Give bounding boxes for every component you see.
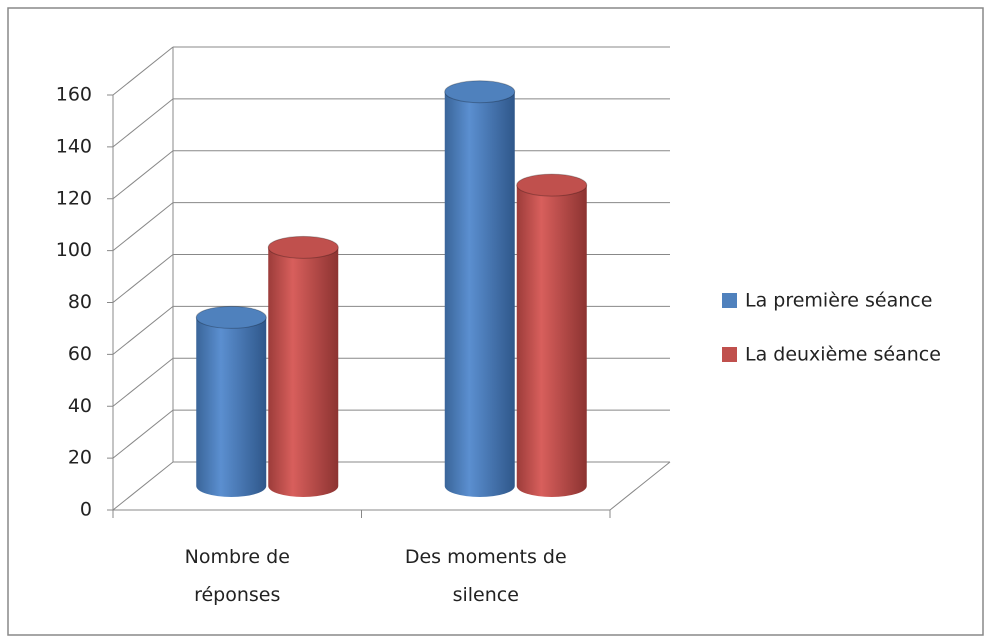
y-tick-label: 120 <box>56 187 92 209</box>
y-tick-label: 80 <box>68 291 92 313</box>
grid-line <box>112 409 174 459</box>
grid-line <box>112 98 174 148</box>
grid-line <box>112 254 174 303</box>
legend-swatch <box>722 293 737 308</box>
y-tick-label: 20 <box>68 447 92 469</box>
y-tick-label: 0 <box>80 499 92 521</box>
frame <box>7 7 984 636</box>
bar-top <box>444 80 516 104</box>
y-tick-label: 160 <box>56 84 92 106</box>
grid-line <box>112 150 174 200</box>
x-tick-label: Des moments de silence <box>404 546 567 606</box>
y-tick-label: 100 <box>56 239 92 261</box>
grid-line <box>112 461 174 511</box>
bar <box>444 91 515 498</box>
legend-swatch <box>722 347 737 362</box>
legend-label: La première séance <box>745 290 932 312</box>
legend-label: La deuxième séance <box>745 344 941 366</box>
grid-line <box>112 46 174 96</box>
y-tick-label: 140 <box>56 135 92 157</box>
bar-top <box>267 235 339 259</box>
floor-edge <box>609 461 671 511</box>
y-tick-label: 40 <box>68 395 92 417</box>
bar-top <box>516 173 588 197</box>
bar <box>196 317 267 498</box>
y-tick-label: 60 <box>68 343 92 365</box>
grid-line <box>112 357 174 407</box>
bar-top <box>195 305 267 329</box>
bar <box>268 247 339 498</box>
grid-line <box>112 305 174 355</box>
x-tick-label: Nombre de réponses <box>184 546 290 606</box>
grid-line <box>112 202 174 252</box>
bar <box>516 185 587 498</box>
